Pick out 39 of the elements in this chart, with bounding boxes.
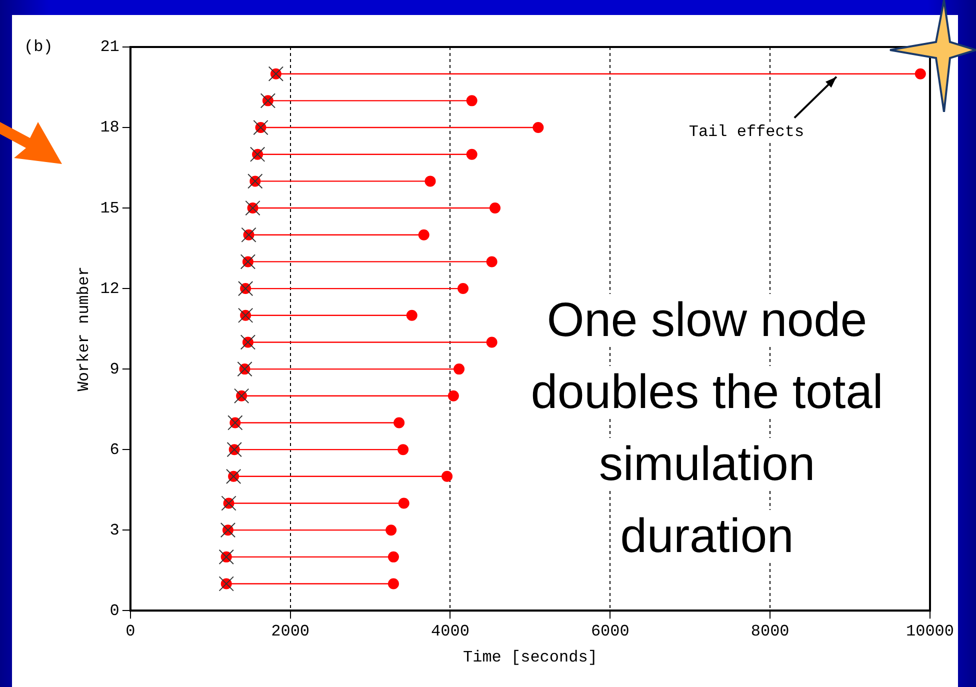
point: [418, 229, 430, 240]
point: [386, 524, 397, 536]
y-tick-label: 3: [110, 521, 120, 540]
point: [454, 364, 465, 375]
annotation: Tail effects: [688, 123, 804, 142]
point: [442, 470, 453, 482]
point: [388, 551, 399, 562]
x-tick-label: 2000: [271, 622, 310, 640]
point: [398, 498, 410, 509]
x-tick-label: 10000: [906, 622, 954, 640]
y-tick-label: 15: [100, 199, 120, 218]
point: [532, 122, 544, 134]
point: [398, 444, 409, 456]
y-tick-label: 12: [100, 280, 120, 298]
x-tick-label: 6000: [590, 622, 630, 640]
y-axis-title: Worker number: [74, 266, 93, 392]
point: [466, 148, 478, 160]
x-axis-title: Time [seconds]: [462, 648, 598, 667]
point: [466, 95, 478, 106]
point: [406, 310, 418, 321]
point: [486, 256, 498, 268]
point: [424, 176, 436, 187]
x-tick-label: 0: [126, 622, 136, 640]
y-tick-label: 18: [100, 118, 120, 137]
text: (b): [24, 38, 53, 56]
point: [458, 283, 469, 294]
point: [914, 68, 926, 80]
x-tick-label: 4000: [431, 622, 470, 640]
y-tick-label: 9: [110, 360, 120, 378]
annotation: One slow node doubles the total simulation duration: [530, 294, 884, 563]
point: [394, 417, 405, 428]
point: [448, 390, 459, 402]
y-tick-label: 0: [110, 602, 120, 620]
point: [490, 202, 501, 214]
y-tick-label: 21: [100, 38, 120, 56]
point: [388, 578, 399, 590]
point: [486, 336, 498, 348]
x-tick-label: 8000: [750, 622, 790, 640]
y-tick-label: 6: [110, 440, 120, 459]
